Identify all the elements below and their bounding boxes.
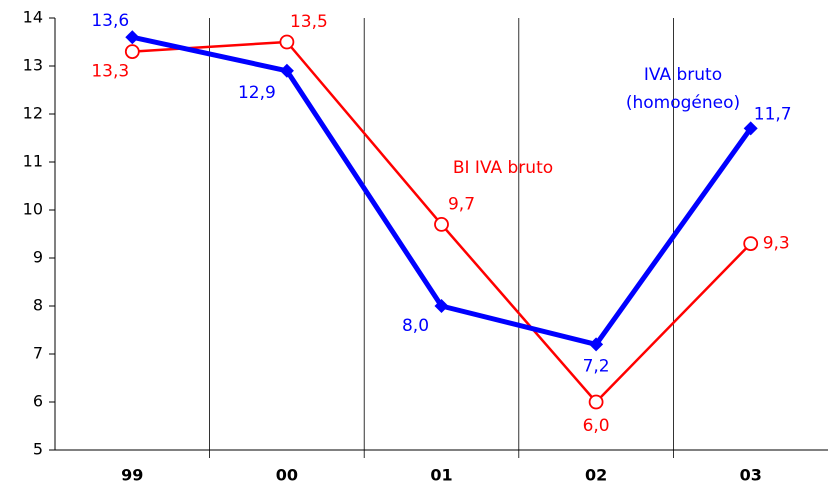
series-label: IVA bruto (homogéneo)	[626, 65, 740, 113]
series-label-line: IVA bruto	[644, 65, 722, 85]
marker	[434, 299, 449, 313]
x-tick-label: 02	[585, 466, 607, 485]
value-label: 9,3	[763, 234, 790, 254]
y-tick-label: 5	[33, 440, 43, 459]
y-tick-label: 8	[33, 296, 43, 315]
y-tick-label: 13	[23, 56, 43, 75]
y-tick-label: 10	[23, 200, 43, 219]
x-tick-label: 00	[276, 466, 298, 485]
x-tick-label: 03	[740, 466, 762, 485]
marker	[434, 216, 449, 232]
y-tick-label: 9	[33, 248, 43, 267]
marker	[588, 394, 604, 410]
x-tick-label: 99	[121, 466, 143, 485]
marker	[279, 63, 294, 78]
marker	[125, 30, 140, 45]
series-label-line: BI IVA bruto	[453, 158, 553, 178]
value-label: 6,0	[583, 416, 610, 436]
y-tick-label: 14	[23, 8, 43, 27]
value-label: 9,7	[448, 194, 475, 214]
x-tick-label: 01	[430, 466, 452, 485]
value-label: 11,7	[754, 104, 792, 124]
y-tick-label: 12	[23, 104, 43, 123]
value-label: 7,2	[583, 356, 610, 376]
marker	[743, 121, 758, 136]
y-tick-label: 6	[33, 392, 43, 411]
series-label: BI IVA bruto	[453, 158, 553, 178]
marker	[743, 236, 759, 252]
value-label: 13,5	[290, 12, 328, 32]
y-tick-label: 7	[33, 344, 43, 363]
value-label: 8,0	[402, 316, 429, 336]
marker	[279, 34, 295, 50]
series-label-line: (homogéneo)	[626, 93, 740, 113]
value-label: 13,6	[91, 11, 129, 31]
value-label: 12,9	[238, 83, 276, 103]
marker	[589, 337, 604, 352]
marker	[124, 44, 140, 59]
value-label: 13,3	[91, 62, 129, 82]
y-tick-label: 11	[23, 152, 43, 171]
